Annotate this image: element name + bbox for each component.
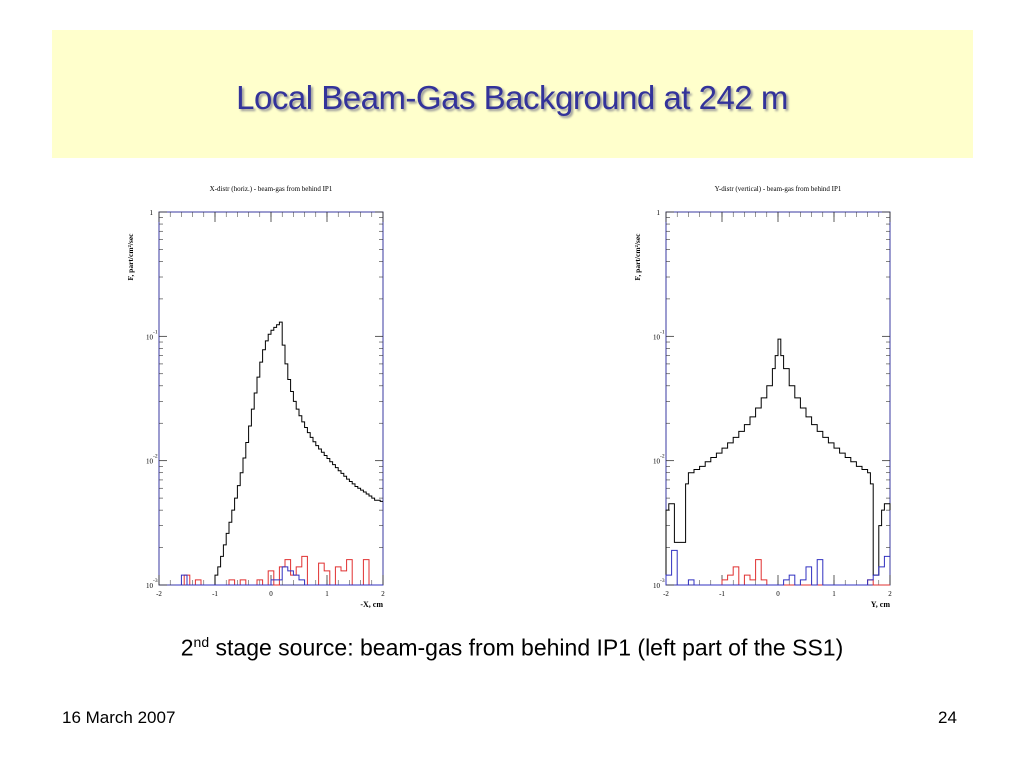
chart-title: Y-distr (vertical) - beam-gas from behin…	[715, 185, 842, 193]
y-tick-exponent: -2	[660, 454, 665, 460]
caption-prefix: 2	[180, 634, 194, 661]
total-step-line	[209, 321, 383, 586]
y-axis-label: F, part/cm²/sec	[633, 233, 642, 281]
x-tick-label: -1	[719, 590, 725, 598]
x-tick-label: 1	[325, 590, 329, 598]
y-tick-label: 1	[657, 209, 661, 217]
slide-title: Local Beam-Gas Background at 242 m	[236, 79, 788, 116]
y-tick-label: 10	[146, 458, 154, 466]
y-tick-label: 10	[653, 582, 661, 590]
blue-step-line	[665, 549, 890, 586]
total-step-line	[665, 338, 891, 585]
y-tick-exponent: -3	[153, 578, 158, 584]
y-tick-label: 10	[653, 333, 661, 341]
y-tick-exponent: -3	[660, 578, 665, 584]
x-tick-label: 0	[269, 590, 273, 598]
y-tick-exponent: -2	[153, 454, 158, 460]
plot-frame	[665, 211, 891, 586]
slide-caption: 2nd stage source: beam-gas from behind I…	[0, 634, 1024, 662]
x-tick-label: 1	[832, 590, 836, 598]
y-tick-exponent: -1	[660, 329, 665, 335]
x-axis-label: -X, cm	[360, 600, 383, 609]
chart-title: X-distr (horiz.) - beam-gas from behind …	[210, 185, 333, 193]
y-axis-label: F, part/cm²/sec	[126, 233, 135, 281]
x-axis-label: Y, cm	[871, 600, 891, 609]
y-tick-label: 1	[150, 209, 154, 217]
x-tick-label: 0	[776, 590, 780, 598]
y-tick-label: 10	[146, 582, 154, 590]
x-tick-label: -2	[663, 590, 669, 598]
blue-step-line	[175, 566, 383, 586]
x-tick-label: -1	[212, 590, 218, 598]
y-tick-exponent: -1	[153, 329, 158, 335]
footer-date: 16 March 2007	[62, 708, 176, 727]
x-tick-label: 2	[381, 590, 385, 598]
x-tick-label: 2	[888, 590, 892, 598]
title-band	[52, 30, 973, 158]
caption-text: stage source: beam-gas from behind IP1 (…	[209, 634, 844, 661]
x-tick-label: -2	[156, 590, 162, 598]
y-tick-label: 10	[146, 333, 154, 341]
page-number: 24	[938, 708, 957, 727]
y-tick-label: 10	[653, 458, 661, 466]
caption-superscript: nd	[193, 634, 210, 650]
